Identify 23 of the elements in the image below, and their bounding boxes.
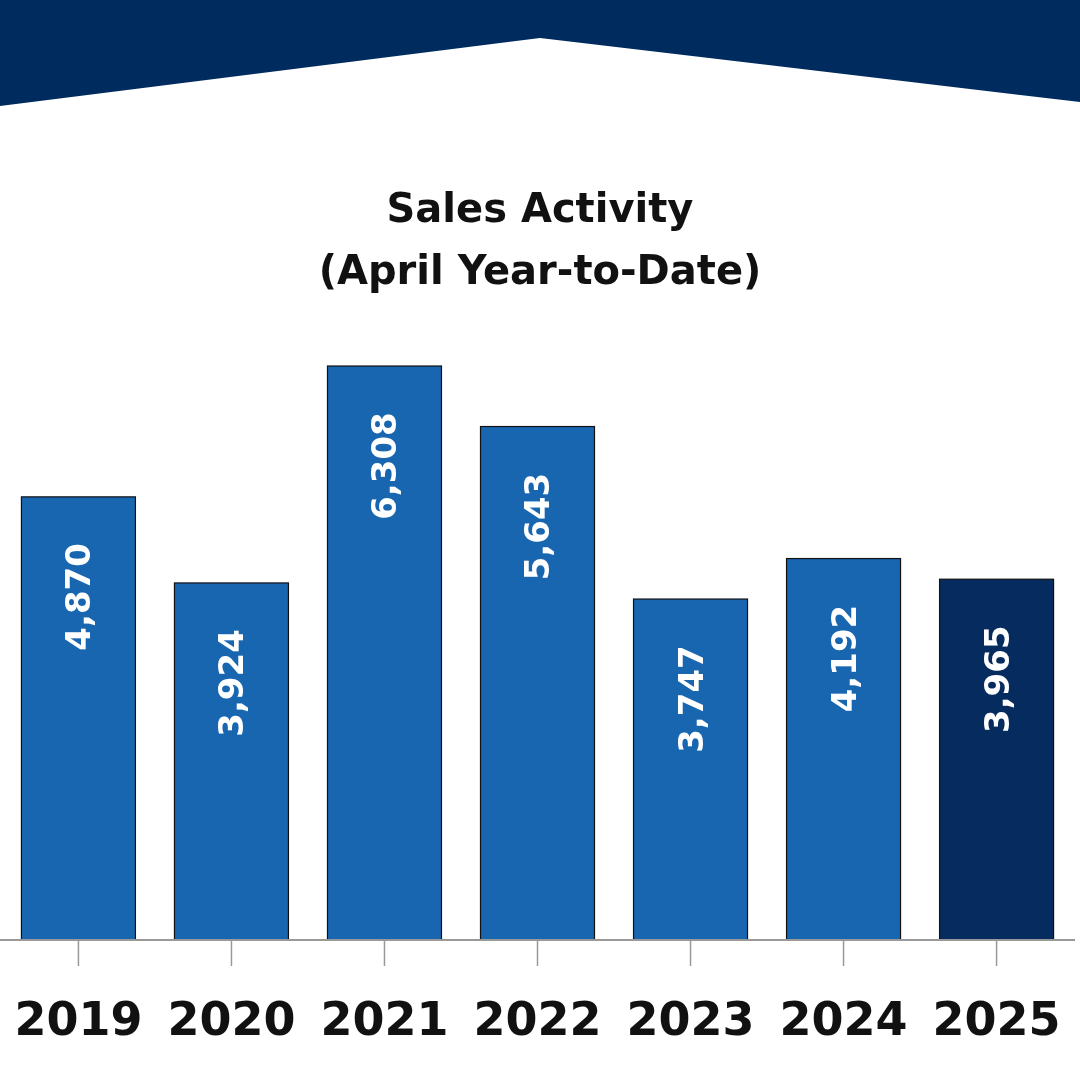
data-label: 3,747 [670, 645, 711, 753]
data-label: 6,308 [364, 412, 405, 520]
x-tick-label: 2020 [167, 992, 296, 1046]
x-tick-label: 2025 [932, 992, 1061, 1046]
bar [785, 557, 902, 941]
bar [326, 365, 443, 941]
bar [20, 496, 137, 941]
data-label: 3,965 [976, 625, 1017, 733]
x-tick-label: 2019 [14, 992, 143, 1046]
bar [479, 425, 596, 941]
bar [173, 582, 290, 941]
x-tick-label: 2024 [779, 992, 908, 1046]
bar [938, 578, 1055, 941]
data-label: 4,870 [58, 543, 99, 651]
data-label: 4,192 [823, 604, 864, 713]
chart-subtitle: (April Year-to-Date) [318, 247, 762, 293]
x-tick-label: 2023 [626, 992, 755, 1046]
data-label: 3,924 [211, 629, 252, 737]
data-label: 5,643 [517, 472, 558, 581]
bar [632, 598, 749, 941]
chart-title: Sales Activity [386, 185, 694, 231]
x-tick-label: 2021 [320, 992, 449, 1046]
x-tick-label: 2022 [473, 992, 602, 1046]
